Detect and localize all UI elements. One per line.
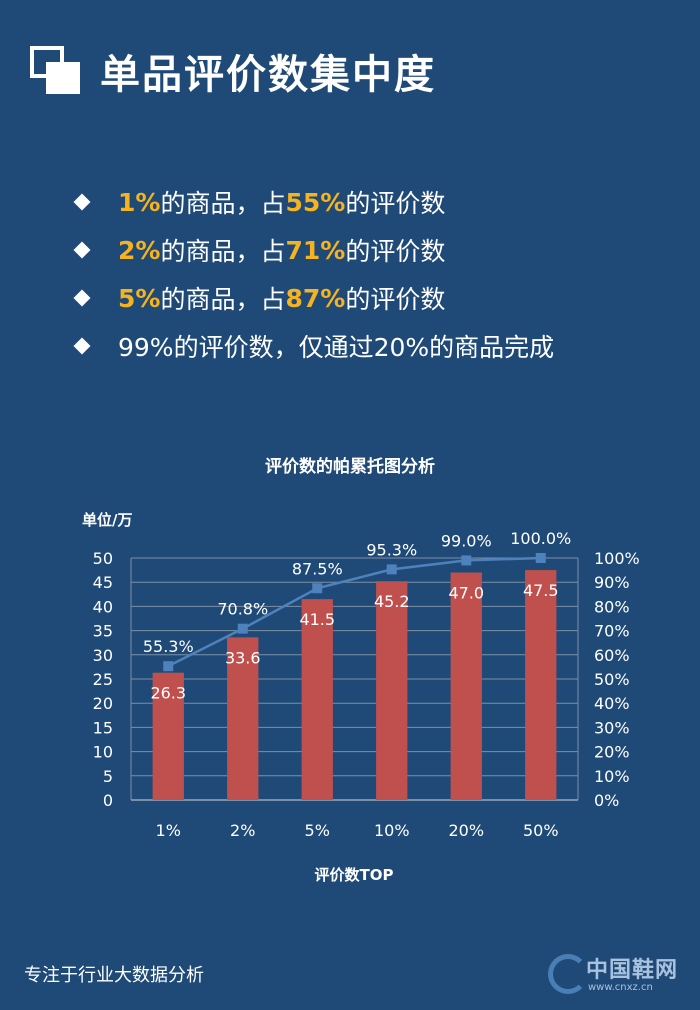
diamond-bullet-icon bbox=[73, 289, 91, 307]
bullet-highlight: 1% bbox=[118, 187, 161, 217]
x-tick-label: 10% bbox=[374, 821, 410, 840]
diamond-bullet-icon bbox=[73, 337, 91, 355]
bullet-highlight: 55% bbox=[285, 187, 346, 217]
chart-title: 评价数的帕累托图分析 bbox=[265, 456, 435, 477]
bullet-item: 2% 的商品，占 71% 的评价数 bbox=[70, 226, 554, 274]
bullet-text: 的评价数 bbox=[345, 237, 446, 266]
bullet-item: 99%的评价数，仅通过20%的商品完成 bbox=[70, 322, 554, 370]
x-tick-label: 2% bbox=[230, 821, 255, 840]
y2-tick-label: 30% bbox=[594, 718, 630, 737]
watermark-url: www.cnxz.cn bbox=[588, 982, 653, 993]
y-tick-label: 5 bbox=[103, 767, 113, 786]
line-point bbox=[312, 583, 323, 594]
y-axis-label: 单位/万 bbox=[82, 511, 132, 529]
y2-tick-label: 20% bbox=[594, 743, 630, 762]
bullet-text: 99%的评价数，仅通过20%的商品完成 bbox=[118, 333, 555, 362]
watermark-logo-icon bbox=[548, 954, 588, 994]
line-data-label: 95.3% bbox=[366, 540, 417, 559]
line-data-label: 55.3% bbox=[143, 637, 194, 656]
bar bbox=[152, 672, 184, 800]
bar bbox=[301, 599, 333, 800]
bullet-item: 1% 的商品，占 55% 的评价数 bbox=[70, 178, 554, 226]
bar-data-label: 47.5 bbox=[523, 581, 559, 600]
bullet-list: 1% 的商品，占 55% 的评价数 2% 的商品，占 71% 的评价数 5% 的商品，占 87%… bbox=[70, 178, 554, 370]
y-tick-label: 35 bbox=[93, 622, 113, 641]
bullet-highlight: 2% bbox=[118, 235, 161, 265]
line-data-label: 87.5% bbox=[292, 559, 343, 578]
x-tick-label: 5% bbox=[305, 821, 330, 840]
y-tick-label: 40 bbox=[93, 597, 113, 616]
y-tick-label: 0 bbox=[103, 791, 113, 810]
bar-data-label: 33.6 bbox=[225, 648, 261, 667]
diamond-bullet-icon bbox=[73, 193, 91, 211]
line-point bbox=[237, 623, 248, 634]
y-tick-label: 25 bbox=[93, 670, 113, 689]
bar bbox=[525, 570, 557, 800]
y-tick-label: 10 bbox=[93, 743, 113, 762]
y-tick-label: 20 bbox=[93, 694, 113, 713]
line-data-label: 99.0% bbox=[441, 531, 492, 550]
y2-tick-label: 70% bbox=[594, 622, 630, 641]
x-axis-label: 评价数TOP bbox=[315, 866, 394, 884]
bar bbox=[227, 637, 259, 800]
title-logo-icon bbox=[30, 46, 80, 94]
line-point bbox=[461, 555, 472, 566]
y2-tick-label: 90% bbox=[594, 573, 630, 592]
bar-data-label: 47.0 bbox=[448, 584, 484, 603]
y2-tick-label: 40% bbox=[594, 694, 630, 713]
bar bbox=[450, 572, 482, 800]
y-tick-label: 30 bbox=[93, 646, 113, 665]
line-point bbox=[386, 564, 397, 575]
bullet-item: 5% 的商品，占 87% 的评价数 bbox=[70, 274, 554, 322]
y-tick-label: 15 bbox=[93, 718, 113, 737]
bullet-text: 的商品，占 bbox=[160, 189, 286, 218]
x-tick-label: 1% bbox=[156, 821, 181, 840]
y2-tick-label: 0% bbox=[594, 791, 619, 810]
y2-tick-label: 80% bbox=[594, 597, 630, 616]
watermark-name: 中国鞋网 bbox=[586, 958, 679, 983]
footer-text: 专注于行业大数据分析 bbox=[24, 965, 204, 986]
diamond-bullet-icon bbox=[73, 241, 91, 259]
bar-data-label: 26.3 bbox=[150, 684, 186, 703]
line-data-label: 100.0% bbox=[510, 529, 571, 548]
line-point bbox=[535, 553, 546, 563]
bar-data-label: 45.2 bbox=[374, 592, 410, 611]
line-data-label: 70.8% bbox=[217, 600, 268, 619]
page-title: 单品评价数集中度 bbox=[100, 52, 436, 98]
y2-tick-label: 50% bbox=[594, 670, 630, 689]
bullet-highlight: 87% bbox=[285, 283, 346, 313]
y-tick-label: 45 bbox=[93, 573, 113, 592]
bullet-text: 的商品，占 bbox=[160, 285, 286, 314]
bullet-text: 的评价数 bbox=[345, 189, 446, 218]
bullet-highlight: 5% bbox=[118, 283, 161, 313]
y2-tick-label: 10% bbox=[594, 767, 630, 786]
bullet-text: 的评价数 bbox=[345, 285, 446, 314]
y2-tick-label: 60% bbox=[594, 646, 630, 665]
bar bbox=[376, 581, 408, 800]
y2-tick-label: 100% bbox=[594, 549, 640, 568]
watermark: 中国鞋网 www.cnxz.cn bbox=[548, 948, 698, 1004]
bullet-highlight: 71% bbox=[285, 235, 346, 265]
x-tick-label: 50% bbox=[523, 821, 559, 840]
bar-data-label: 41.5 bbox=[299, 610, 335, 629]
bullet-text: 的商品，占 bbox=[160, 237, 286, 266]
y-tick-label: 50 bbox=[93, 549, 113, 568]
cumulative-line bbox=[167, 556, 541, 668]
x-tick-label: 20% bbox=[448, 821, 484, 840]
line-point bbox=[163, 661, 174, 672]
